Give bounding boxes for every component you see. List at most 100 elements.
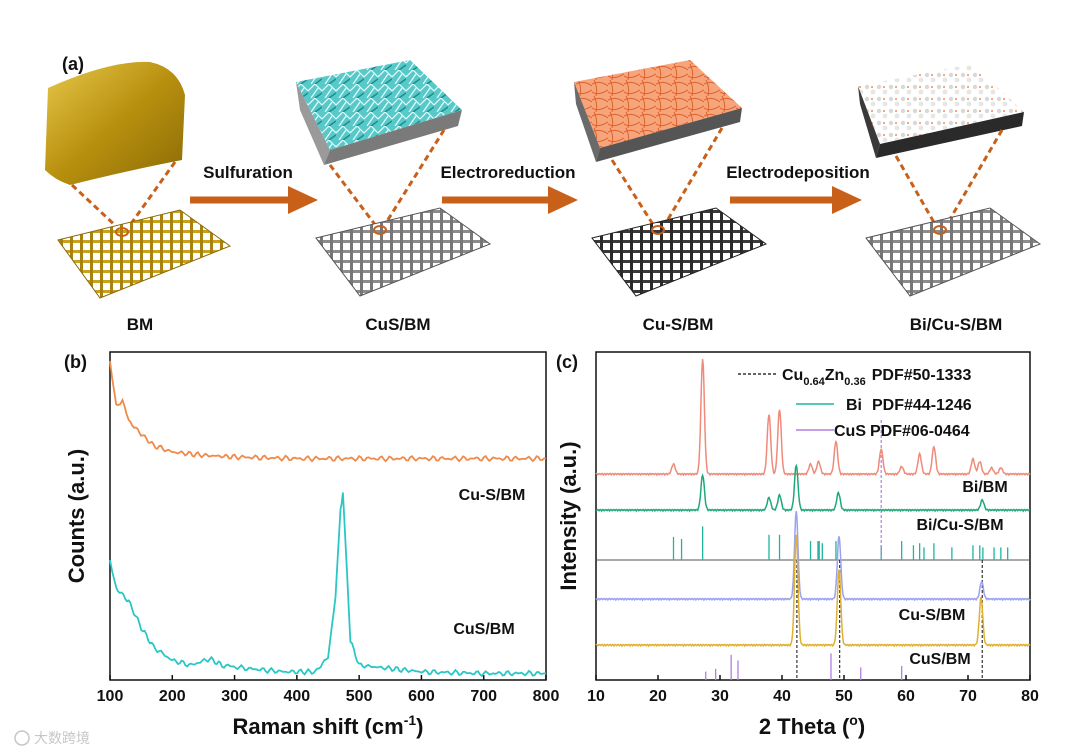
series-label-bi-cu-s: Bi/Cu-S/BM	[916, 517, 1003, 534]
x-tick-label: 10	[587, 688, 605, 705]
x-axis-label: Raman shift (cm-1)	[233, 712, 424, 739]
mesh-image	[591, 207, 768, 297]
watermark-text: 大数跨境	[34, 730, 90, 746]
gold-surface-image	[45, 61, 185, 185]
zoom-circle	[373, 225, 387, 235]
gold-mesh-image	[57, 209, 232, 299]
mesh-image	[315, 207, 492, 297]
substrate-side	[596, 108, 742, 162]
stage-label-bi: Bi/Cu-S/BM	[910, 315, 1003, 334]
x-tick-label: 80	[1021, 688, 1039, 705]
series-label-cu-s-bm: Cu-S/BM	[899, 607, 966, 624]
x-tick-label: 30	[711, 688, 729, 705]
step-label-sulfuration: Sulfuration	[203, 163, 293, 182]
zoom-line-left	[328, 164, 378, 227]
legend-cus-name: CuS	[834, 423, 866, 440]
x-tick-label: 500	[346, 688, 373, 705]
series-label-cu-s: Cu-S/BM	[459, 487, 526, 504]
x-tick-label: 100	[97, 688, 124, 705]
arrow-sulfuration: Sulfuration	[190, 163, 318, 214]
legend-bi-pdf: PDF#44-1246	[872, 397, 972, 414]
zoom-circle	[115, 227, 129, 237]
zoom-line-left	[70, 183, 120, 230]
substrate-edge	[574, 82, 600, 162]
panel-a-label: (a)	[62, 54, 84, 74]
cus-nanosheet-image	[296, 60, 462, 150]
legend-cuzn-zn: Zn	[825, 367, 845, 384]
stage-cus: CuS/BM	[296, 60, 492, 334]
x-tick-label: 50	[835, 688, 853, 705]
substrate-side	[876, 112, 1024, 158]
legend-cuzn-sub2: 0.36	[844, 376, 865, 388]
arrow-head	[548, 186, 578, 214]
plot-frame	[109, 351, 547, 681]
watermark-logo-icon	[14, 730, 30, 746]
pattern-line-cu-s-bm	[595, 511, 1031, 602]
legend-cuzn-cu: Cu	[782, 367, 803, 384]
x-tick-label: 800	[533, 688, 560, 705]
y-axis-label: Counts (a.u.)	[64, 449, 89, 583]
x-axis-label-main: 2 Theta (	[759, 714, 850, 739]
zoom-line-left	[610, 159, 656, 227]
pattern-line-cus-bm	[595, 534, 1031, 648]
x-tick-label: 700	[470, 688, 497, 705]
arrow-head	[288, 186, 318, 214]
series-label-cus: CuS/BM	[453, 621, 514, 638]
panel-c-label: (c)	[556, 352, 578, 372]
x-tick-label: 400	[284, 688, 311, 705]
pattern-line-bi-bm	[595, 359, 1031, 477]
x-axis-label-end: )	[416, 714, 423, 739]
substrate-edge	[296, 82, 330, 165]
legend: Cu0.64Zn0.36 PDF#50-1333 Bi PDF#44-1246 Cu…	[738, 367, 972, 440]
legend-bi-name: Bi	[846, 397, 862, 414]
x-tick-label: 20	[649, 688, 667, 705]
series-line-cus-bm	[109, 492, 546, 678]
stage-bm: BM	[45, 61, 232, 334]
stage-cu-s: Cu-S/BM	[574, 60, 768, 334]
legend-cus-pdf: PDF#06-0464	[870, 423, 970, 440]
panel-b-raman-chart: (b) Counts (a.u.) Raman shift (cm-1) 100…	[64, 351, 560, 739]
stage-label-cu-s: Cu-S/BM	[643, 315, 714, 334]
x-axis-label: 2 Theta (o)	[759, 712, 865, 739]
x-axis-label-sup: o	[849, 712, 858, 728]
x-tick-label: 200	[159, 688, 186, 705]
legend-cuzn-sub1: 0.64	[803, 376, 825, 388]
arrow-electroreduction: Electroreduction	[440, 163, 578, 214]
series-label-bi-bm: Bi/BM	[962, 479, 1007, 496]
x-tick-label: 40	[773, 688, 791, 705]
x-tick-label: 60	[897, 688, 915, 705]
mesh-image	[865, 207, 1042, 297]
zoom-circle	[933, 225, 947, 235]
zoom-circle	[651, 225, 665, 235]
zoom-line-right	[126, 161, 177, 229]
x-axis-label-main: Raman shift (cm	[233, 714, 404, 739]
arrow-electrodeposition: Electrodeposition	[726, 163, 870, 214]
panel-c-xrd-chart: (c) Intensity (a.u.) 2 Theta (o) 10 20 30 4…	[556, 351, 1039, 739]
series-line-cu-s-bm	[109, 360, 547, 463]
zoom-line-right	[944, 129, 1004, 227]
zoom-line-right	[662, 127, 724, 227]
x-tick-label: 600	[408, 688, 435, 705]
substrate-edge	[858, 86, 880, 158]
legend-label-cus: CuS PDF#06-0464	[834, 423, 970, 440]
legend-label-cuzn: Cu0.64Zn0.36 PDF#50-1333	[782, 367, 971, 388]
bi-particle-image	[858, 64, 1024, 144]
x-tick-label: 70	[959, 688, 977, 705]
step-label-electrodeposition: Electrodeposition	[726, 163, 870, 182]
pattern-line-bi-cu-s-bm	[595, 463, 1031, 513]
legend-cuzn-pdf: PDF#50-1333	[872, 367, 972, 384]
x-tick-label: 300	[221, 688, 248, 705]
plot-frame	[595, 351, 1031, 681]
step-label-electroreduction: Electroreduction	[440, 163, 575, 182]
panel-a: (a) BM Sulfuration CuS/BM	[45, 54, 1042, 334]
panel-b-label: (b)	[64, 352, 87, 372]
y-axis-label: Intensity (a.u.)	[556, 441, 581, 590]
zoom-line-left	[894, 155, 938, 227]
series-label-cus-bm: CuS/BM	[909, 651, 970, 668]
stage-label-cus: CuS/BM	[365, 315, 430, 334]
stage-label-bm: BM	[127, 315, 153, 334]
watermark: 大数跨境	[14, 730, 90, 746]
stage-bi: Bi/Cu-S/BM	[858, 64, 1042, 334]
x-axis-label-sup: -1	[404, 712, 417, 728]
